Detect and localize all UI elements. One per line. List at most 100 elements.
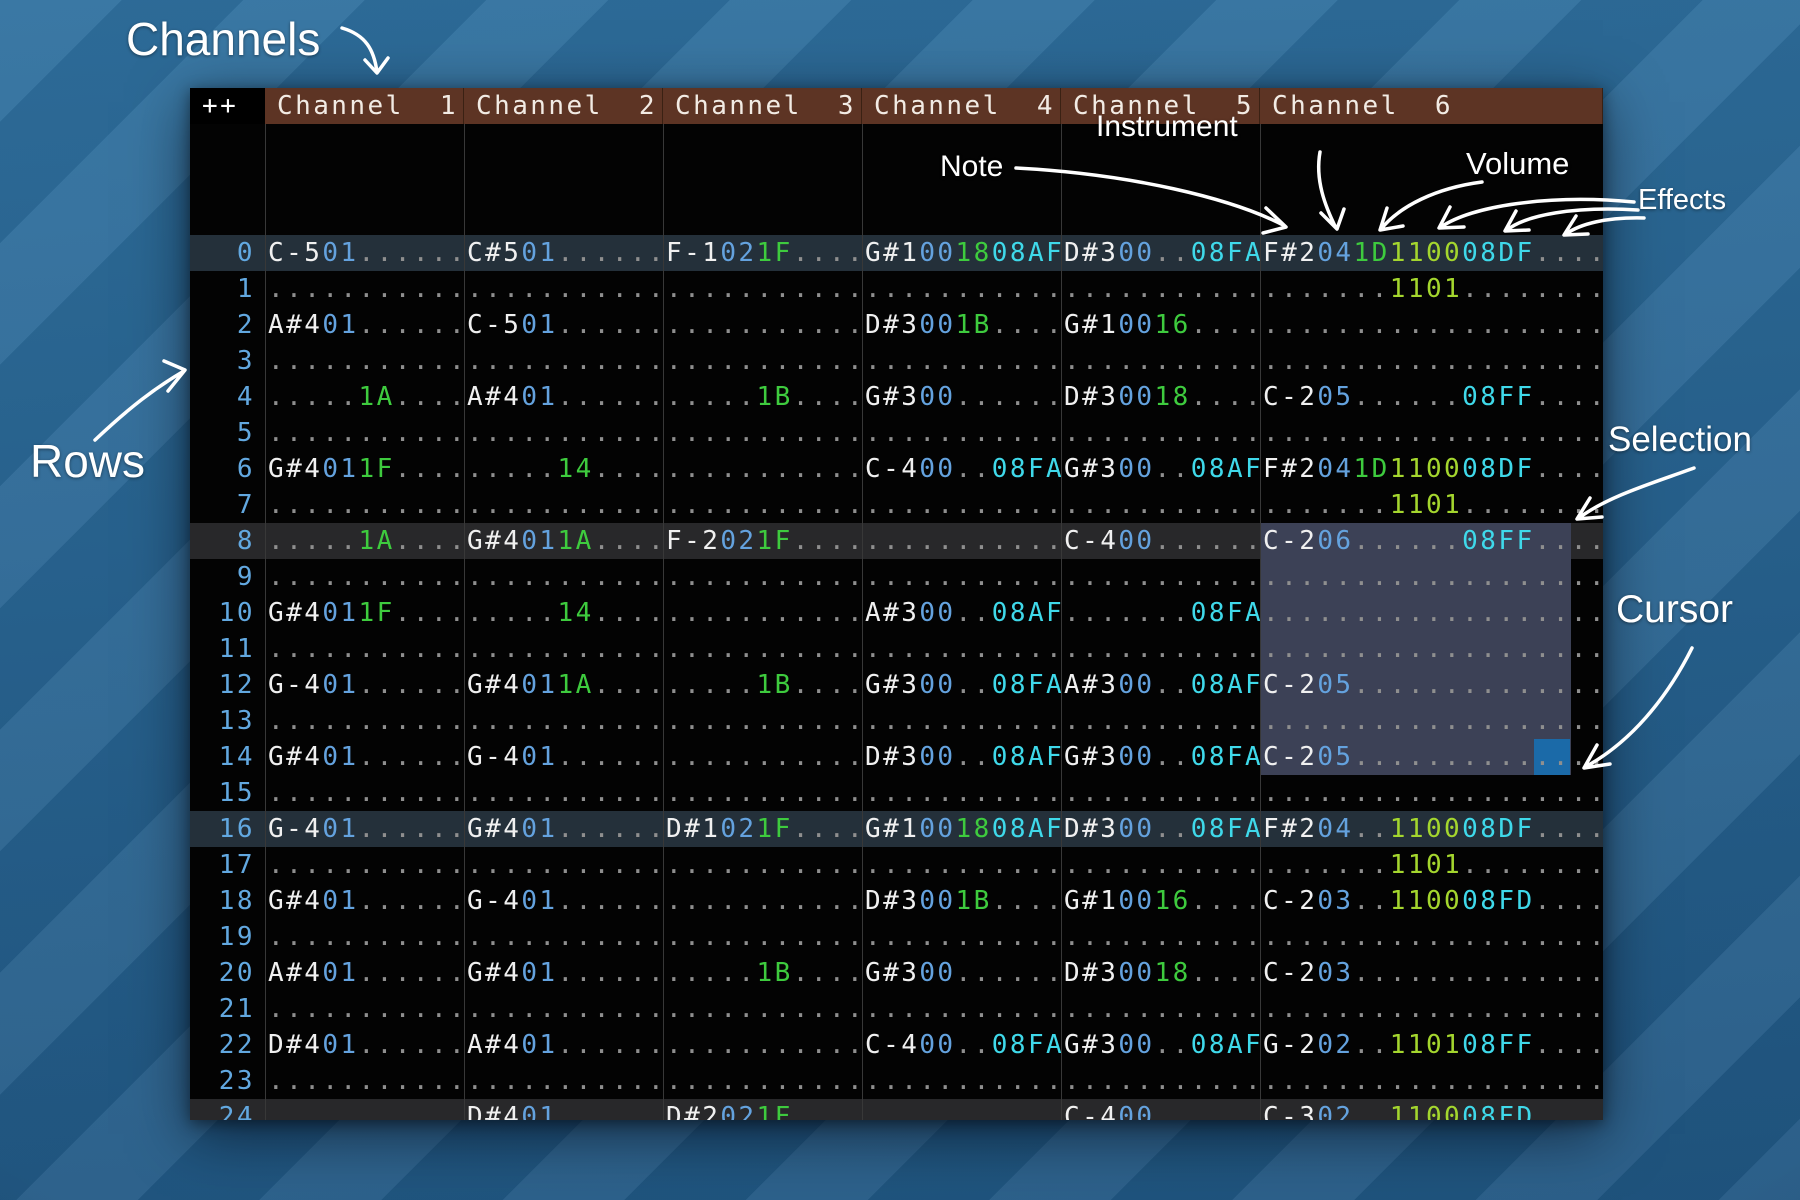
- pattern-cell-ch2[interactable]: ...........: [464, 271, 663, 307]
- pattern-cell-ch3[interactable]: ...........: [663, 415, 862, 451]
- pattern-cell-ch5[interactable]: ...........: [1061, 847, 1260, 883]
- pattern-cell-ch3[interactable]: D#2021F....: [663, 1099, 862, 1120]
- pattern-cell-ch3[interactable]: ...........: [663, 595, 862, 631]
- pattern-cell-ch3[interactable]: ...........: [663, 559, 862, 595]
- pattern-cell-ch3[interactable]: ...........: [663, 631, 862, 667]
- pattern-cell-ch5[interactable]: .......08FA: [1061, 595, 1260, 631]
- pattern-cell-ch4[interactable]: D#3001B....: [862, 307, 1061, 343]
- pattern-cell-ch6[interactable]: C-203..............: [1260, 955, 1603, 991]
- pattern-cell-ch1[interactable]: G-401......: [265, 811, 464, 847]
- pattern-cell-ch2[interactable]: ...........: [464, 991, 663, 1027]
- pattern-cell-ch1[interactable]: ...........: [265, 415, 464, 451]
- pattern-cell-ch5[interactable]: ...........: [1061, 775, 1260, 811]
- pattern-cell-ch3[interactable]: ...........: [663, 307, 862, 343]
- pattern-cell-ch3[interactable]: .....1B....: [663, 379, 862, 415]
- pattern-cell-ch1[interactable]: G#401......: [265, 739, 464, 775]
- pattern-cell-ch4[interactable]: ...........: [862, 415, 1061, 451]
- pattern-cell-ch6[interactable]: C-205......08FF....: [1260, 379, 1603, 415]
- pattern-cell-ch3[interactable]: F-2021F....: [663, 523, 862, 559]
- pattern-cell-ch2[interactable]: ...........: [464, 919, 663, 955]
- pattern-cell-ch2[interactable]: G-401......: [464, 739, 663, 775]
- pattern-cell-ch1[interactable]: ...........: [265, 1099, 464, 1120]
- pattern-cell-ch4[interactable]: C-400..08FA: [862, 1027, 1061, 1063]
- pattern-cell-ch6[interactable]: .......1101........: [1260, 271, 1603, 307]
- pattern-cell-ch4[interactable]: ...........: [862, 991, 1061, 1027]
- pattern-cell-ch2[interactable]: A#401......: [464, 1027, 663, 1063]
- pattern-cell-ch1[interactable]: G-401......: [265, 667, 464, 703]
- pattern-cell-ch1[interactable]: ...........: [265, 919, 464, 955]
- pattern-cell-ch1[interactable]: ...........: [265, 631, 464, 667]
- pattern-cell-ch1[interactable]: G#4011F....: [265, 451, 464, 487]
- channel-header-4[interactable]: Channel 4: [862, 88, 1061, 124]
- pattern-cell-ch4[interactable]: G#300......: [862, 379, 1061, 415]
- pattern-cell-ch6[interactable]: ...................: [1260, 919, 1603, 955]
- pattern-cell-ch5[interactable]: ...........: [1061, 631, 1260, 667]
- pattern-cell-ch4[interactable]: G#300..08FA: [862, 667, 1061, 703]
- pattern-cell-ch1[interactable]: ...........: [265, 559, 464, 595]
- pattern-cell-ch3[interactable]: ...........: [663, 1027, 862, 1063]
- pattern-cell-ch4[interactable]: ...........: [862, 523, 1061, 559]
- pattern-cell-ch6[interactable]: C-206......08FF....: [1260, 523, 1603, 559]
- pattern-cell-ch3[interactable]: ...........: [663, 1063, 862, 1099]
- pattern-cell-ch5[interactable]: ...........: [1061, 991, 1260, 1027]
- pattern-cell-ch4[interactable]: ...........: [862, 487, 1061, 523]
- pattern-cell-ch1[interactable]: G#401......: [265, 883, 464, 919]
- pattern-cell-ch2[interactable]: ...........: [464, 1063, 663, 1099]
- pattern-cell-ch3[interactable]: ...........: [663, 739, 862, 775]
- pattern-cell-ch1[interactable]: C-501......: [265, 235, 464, 271]
- pattern-cell-ch4[interactable]: ...........: [862, 631, 1061, 667]
- pattern-cell-ch6[interactable]: ...................: [1260, 703, 1603, 739]
- pattern-cell-ch1[interactable]: D#401......: [265, 1027, 464, 1063]
- pattern-cell-ch1[interactable]: ...........: [265, 487, 464, 523]
- pattern-cell-ch6[interactable]: .......1101........: [1260, 847, 1603, 883]
- pattern-cell-ch4[interactable]: ...........: [862, 1063, 1061, 1099]
- pattern-cell-ch2[interactable]: A#401......: [464, 379, 663, 415]
- pattern-cell-ch6[interactable]: ...................: [1260, 415, 1603, 451]
- pattern-cell-ch5[interactable]: ...........: [1061, 919, 1260, 955]
- pattern-cell-ch6[interactable]: F#204..110008DF....: [1260, 811, 1603, 847]
- pattern-cell-ch1[interactable]: ...........: [265, 271, 464, 307]
- pattern-cell-ch2[interactable]: ...........: [464, 487, 663, 523]
- pattern-cell-ch3[interactable]: .....1B....: [663, 667, 862, 703]
- pattern-cell-ch3[interactable]: F-1021F....: [663, 235, 862, 271]
- pattern-cell-ch2[interactable]: .....14....: [464, 595, 663, 631]
- pattern-cell-ch4[interactable]: G#300......: [862, 955, 1061, 991]
- pattern-cell-ch1[interactable]: G#4011F....: [265, 595, 464, 631]
- pattern-cell-ch2[interactable]: C#501......: [464, 235, 663, 271]
- pattern-cell-ch6[interactable]: F#2041D110008DF....: [1260, 235, 1603, 271]
- pattern-cell-ch5[interactable]: G#10016....: [1061, 883, 1260, 919]
- pattern-cell-ch4[interactable]: ...........: [862, 1099, 1061, 1120]
- pattern-cell-ch2[interactable]: D#401......: [464, 1099, 663, 1120]
- pattern-cell-ch4[interactable]: ...........: [862, 559, 1061, 595]
- pattern-cell-ch1[interactable]: A#401......: [265, 955, 464, 991]
- pattern-cell-ch1[interactable]: ...........: [265, 991, 464, 1027]
- pattern-cell-ch1[interactable]: ...........: [265, 847, 464, 883]
- pattern-cell-ch6[interactable]: ...................: [1260, 559, 1603, 595]
- pattern-cell-ch1[interactable]: ...........: [265, 775, 464, 811]
- pattern-cell-ch4[interactable]: C-400..08FA: [862, 451, 1061, 487]
- channel-header-3[interactable]: Channel 3: [663, 88, 862, 124]
- pattern-cell-ch5[interactable]: ...........: [1061, 559, 1260, 595]
- pattern-cell-ch2[interactable]: ...........: [464, 775, 663, 811]
- pattern-cell-ch4[interactable]: ...........: [862, 343, 1061, 379]
- pattern-cell-ch1[interactable]: ...........: [265, 1063, 464, 1099]
- channel-header-2[interactable]: Channel 2: [464, 88, 663, 124]
- pattern-cell-ch6[interactable]: ...................: [1260, 631, 1603, 667]
- channel-header-6[interactable]: Channel 6: [1260, 88, 1603, 124]
- pattern-cell-ch2[interactable]: .....14....: [464, 451, 663, 487]
- pattern-cell-ch4[interactable]: ...........: [862, 703, 1061, 739]
- pattern-cell-ch5[interactable]: ...........: [1061, 343, 1260, 379]
- pattern-cell-ch6[interactable]: C-205..............: [1260, 739, 1603, 775]
- pattern-cell-ch4[interactable]: G#1001808AF: [862, 235, 1061, 271]
- pattern-cell-ch6[interactable]: C-302..110008FD....: [1260, 1099, 1603, 1120]
- pattern-cell-ch2[interactable]: G#4011A....: [464, 667, 663, 703]
- pattern-cell-ch5[interactable]: D#30018....: [1061, 955, 1260, 991]
- pattern-cell-ch2[interactable]: ...........: [464, 703, 663, 739]
- pattern-cell-ch4[interactable]: D#3001B....: [862, 883, 1061, 919]
- pattern-cell-ch3[interactable]: ...........: [663, 883, 862, 919]
- pattern-cell-ch5[interactable]: D#300..08FA: [1061, 811, 1260, 847]
- pattern-cell-ch4[interactable]: G#1001808AF: [862, 811, 1061, 847]
- pattern-cell-ch3[interactable]: ...........: [663, 271, 862, 307]
- pattern-cell-ch6[interactable]: ...................: [1260, 991, 1603, 1027]
- pattern-cell-ch5[interactable]: ...........: [1061, 271, 1260, 307]
